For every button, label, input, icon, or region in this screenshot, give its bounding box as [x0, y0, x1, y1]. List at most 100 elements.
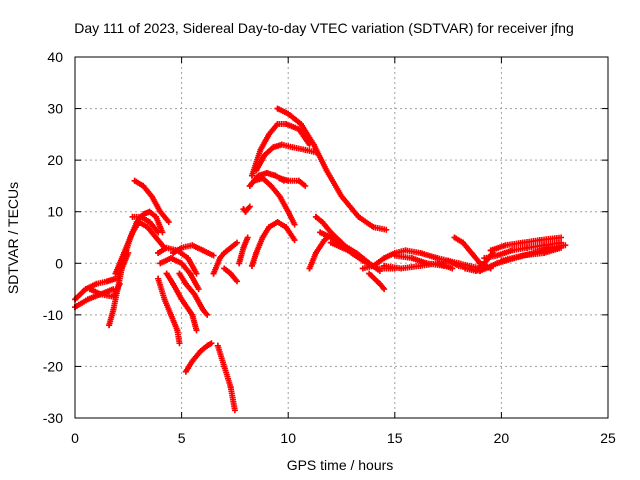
data-point — [558, 244, 565, 251]
data-point — [327, 239, 334, 246]
data-point — [146, 208, 153, 215]
data-point — [541, 249, 548, 256]
data-point — [86, 286, 93, 293]
x-tick-label: 15 — [387, 430, 403, 446]
series-track-x — [274, 105, 390, 233]
data-point — [370, 224, 377, 231]
data-point — [195, 286, 202, 293]
data-point — [193, 327, 200, 334]
data-point — [93, 280, 100, 287]
data-point — [402, 247, 409, 254]
data-point — [523, 244, 530, 251]
data-point — [283, 121, 290, 128]
data-point — [242, 208, 249, 215]
y-tick-label: 40 — [47, 49, 63, 65]
data-point — [167, 255, 174, 262]
series-track-ap — [498, 244, 565, 264]
data-point — [268, 182, 275, 189]
data-point — [295, 177, 302, 184]
x-tick-label: 0 — [71, 430, 79, 446]
series-track-aa — [276, 175, 309, 189]
data-point — [383, 226, 390, 233]
data-point — [327, 234, 334, 241]
data-point — [255, 172, 262, 179]
data-point — [227, 244, 234, 251]
track-band — [112, 219, 167, 277]
data-point — [302, 182, 309, 189]
y-tick-label: 10 — [47, 204, 63, 220]
track-band — [236, 236, 250, 267]
data-point — [398, 265, 405, 272]
data-point — [451, 234, 458, 241]
data-point — [210, 270, 217, 277]
data-point — [519, 239, 526, 246]
data-point — [494, 260, 501, 267]
data-point — [449, 265, 456, 272]
data-point — [509, 247, 516, 254]
y-tick-label: 30 — [47, 101, 63, 117]
data-point — [272, 172, 279, 179]
data-point — [374, 265, 381, 272]
data-point — [129, 229, 136, 236]
data-point — [306, 265, 313, 272]
x-axis-label: GPS time / hours — [287, 457, 394, 473]
series-track-m — [163, 270, 200, 334]
data-point — [462, 265, 469, 272]
series-track-t — [240, 203, 253, 215]
data-point — [114, 275, 121, 282]
data-point — [276, 193, 283, 200]
data-point — [176, 270, 183, 277]
data-point — [240, 244, 247, 251]
data-point — [481, 255, 488, 262]
data-point — [253, 167, 260, 174]
data-point — [302, 146, 309, 153]
data-point — [189, 242, 196, 249]
data-point — [135, 219, 142, 226]
data-point — [468, 249, 475, 256]
data-point — [276, 175, 283, 182]
track-band — [276, 175, 307, 188]
data-point — [148, 193, 155, 200]
y-tick-label: 0 — [55, 255, 63, 271]
series-track-o — [182, 340, 215, 375]
data-point — [110, 306, 117, 313]
x-tick-label: 10 — [280, 430, 296, 446]
data-point — [221, 249, 228, 256]
y-tick-label: -10 — [43, 307, 63, 323]
data-point — [381, 255, 388, 262]
data-point — [161, 296, 168, 303]
data-point — [381, 286, 388, 293]
data-point — [274, 105, 281, 112]
data-point — [129, 213, 136, 220]
y-tick-label: -30 — [43, 410, 63, 426]
data-point — [163, 270, 170, 277]
data-point — [170, 249, 177, 256]
data-point — [477, 268, 484, 275]
data-point — [263, 170, 270, 177]
data-point — [221, 265, 228, 272]
track-band — [155, 275, 183, 345]
data-point — [494, 252, 501, 259]
data-point — [246, 203, 253, 210]
plot-frame — [74, 56, 609, 419]
series-track-g — [131, 177, 172, 226]
data-point — [199, 247, 206, 254]
series-track-k — [170, 242, 217, 259]
data-point — [297, 121, 304, 128]
data-point — [170, 280, 177, 287]
chart-title: Day 111 of 2023, Sidereal Day-to-day VTE… — [74, 20, 574, 36]
data-point — [153, 213, 160, 220]
series-track-ag — [366, 270, 388, 293]
data-point — [261, 151, 268, 158]
data-point — [423, 260, 430, 267]
data-point — [253, 249, 260, 256]
data-point — [370, 262, 377, 269]
data-point — [106, 322, 113, 329]
data-point — [562, 242, 569, 249]
track-band — [214, 342, 238, 412]
series-track-s — [236, 234, 251, 267]
data-point — [498, 257, 505, 264]
data-point — [155, 275, 162, 282]
data-point — [283, 224, 290, 231]
data-point — [460, 239, 467, 246]
